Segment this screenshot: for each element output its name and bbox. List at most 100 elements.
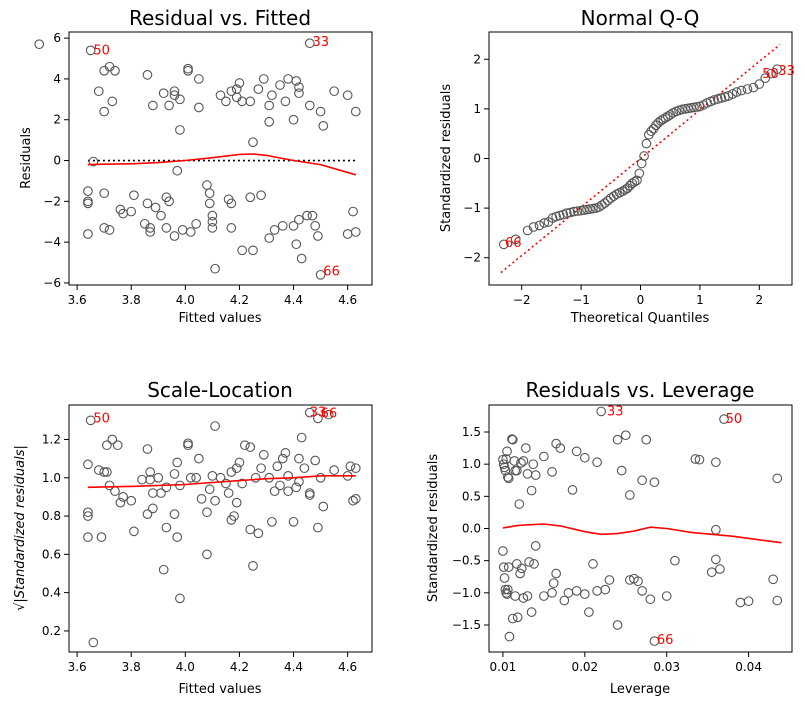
data-point bbox=[248, 560, 258, 571]
data-point bbox=[245, 192, 256, 203]
data-point bbox=[661, 591, 672, 601]
data-point bbox=[315, 269, 326, 280]
outlier-label: 33 bbox=[607, 404, 624, 419]
data-point bbox=[522, 591, 533, 601]
data-point bbox=[110, 486, 120, 497]
data-point bbox=[183, 63, 193, 74]
data-point bbox=[83, 198, 93, 209]
x-axis-label: Fitted values bbox=[178, 311, 261, 326]
data-point bbox=[511, 465, 522, 476]
data-point bbox=[572, 206, 583, 216]
y-tick-label: −2 bbox=[463, 251, 481, 265]
outlier-label: 66 bbox=[505, 236, 522, 251]
outlier-label: 33 bbox=[310, 406, 327, 421]
data-point bbox=[156, 210, 166, 221]
data-point bbox=[768, 574, 779, 585]
data-point bbox=[202, 180, 212, 190]
data-point bbox=[296, 253, 307, 264]
data-point bbox=[304, 100, 315, 111]
data-point bbox=[710, 554, 721, 565]
data-point bbox=[636, 158, 647, 169]
data-point bbox=[245, 442, 256, 452]
data-point bbox=[126, 495, 137, 506]
outlier-label: 66 bbox=[657, 633, 674, 648]
data-point bbox=[528, 222, 539, 232]
data-point bbox=[629, 176, 640, 187]
x-tick-label: 3.6 bbox=[68, 660, 87, 674]
data-point bbox=[83, 511, 93, 521]
data-point bbox=[579, 589, 590, 599]
y-tick-label: 1.0 bbox=[462, 457, 481, 471]
data-point bbox=[275, 80, 285, 90]
x-tick-label: 0.02 bbox=[571, 660, 598, 674]
data-point bbox=[283, 470, 293, 481]
data-point bbox=[639, 151, 649, 161]
y-tick-label: 0.0 bbox=[462, 522, 481, 536]
data-point bbox=[569, 206, 579, 217]
data-point bbox=[588, 559, 598, 569]
panel-normal-qq: Normal Q-Q −2 −1 0 1 2 −2 −1 0 1 2 66 50 33 Theore… bbox=[439, 6, 795, 326]
y-axis-label: Standardized residuals bbox=[426, 454, 441, 602]
x-tick-label: 0.04 bbox=[735, 660, 762, 674]
data-point bbox=[627, 178, 638, 189]
data-point bbox=[342, 90, 353, 101]
x-axis-label: Leverage bbox=[610, 682, 670, 697]
data-point bbox=[83, 532, 93, 542]
panel-scale-location: Scale-Location 3.6 3.8 4.0 4.2 4.4 4.6 0.2 0.4… bbox=[13, 378, 373, 697]
data-point bbox=[169, 231, 180, 241]
data-point bbox=[164, 196, 174, 207]
data-point bbox=[612, 434, 623, 445]
data-point bbox=[288, 114, 299, 125]
data-point bbox=[85, 45, 96, 56]
data-point bbox=[215, 472, 226, 483]
y-tick-label: 6 bbox=[53, 31, 61, 45]
panel-title: Residuals vs. Leverage bbox=[526, 378, 755, 402]
data-point bbox=[313, 413, 323, 424]
data-point bbox=[267, 90, 277, 101]
data-point bbox=[169, 469, 180, 479]
data-point bbox=[551, 211, 561, 222]
data-point bbox=[561, 208, 572, 218]
data-point bbox=[258, 449, 269, 460]
data-point bbox=[223, 488, 234, 498]
data-point bbox=[272, 461, 283, 472]
data-point bbox=[715, 564, 725, 574]
data-point bbox=[202, 507, 212, 518]
data-point bbox=[204, 484, 215, 495]
data-point bbox=[277, 453, 288, 464]
data-point bbox=[551, 568, 562, 579]
data-point bbox=[616, 465, 627, 476]
x-tick-group: 3.6 3.8 4.0 4.2 4.4 4.6 bbox=[68, 285, 357, 307]
data-point bbox=[237, 478, 247, 489]
data-point bbox=[754, 79, 765, 89]
data-point bbox=[694, 454, 705, 465]
data-point bbox=[563, 587, 574, 598]
data-point bbox=[512, 612, 523, 623]
data-point bbox=[641, 138, 652, 149]
data-point bbox=[716, 93, 727, 103]
data-point bbox=[571, 446, 582, 457]
data-point bbox=[93, 86, 104, 97]
data-point bbox=[175, 125, 185, 135]
y-tick-label: −0.5 bbox=[452, 554, 481, 568]
data-point bbox=[524, 557, 534, 567]
x-tick-label: 1 bbox=[696, 293, 704, 307]
data-point bbox=[662, 111, 673, 122]
data-point bbox=[191, 472, 202, 483]
y-tick-label: 2 bbox=[53, 113, 61, 127]
y-tick-label: −1.5 bbox=[452, 618, 481, 632]
data-point bbox=[567, 485, 578, 495]
data-point bbox=[579, 452, 590, 463]
x-tick-label: 4.4 bbox=[284, 293, 303, 307]
data-point bbox=[604, 575, 615, 585]
data-point bbox=[194, 102, 204, 113]
data-point bbox=[530, 470, 541, 480]
y-tick-label: 1.2 bbox=[42, 432, 61, 446]
data-point bbox=[547, 587, 557, 598]
y-tick-label: 0.5 bbox=[462, 489, 481, 503]
data-point bbox=[226, 223, 237, 233]
data-point bbox=[498, 562, 509, 572]
outlier-label: 66 bbox=[321, 407, 338, 422]
marks-group: 66 50 33 bbox=[499, 43, 795, 274]
